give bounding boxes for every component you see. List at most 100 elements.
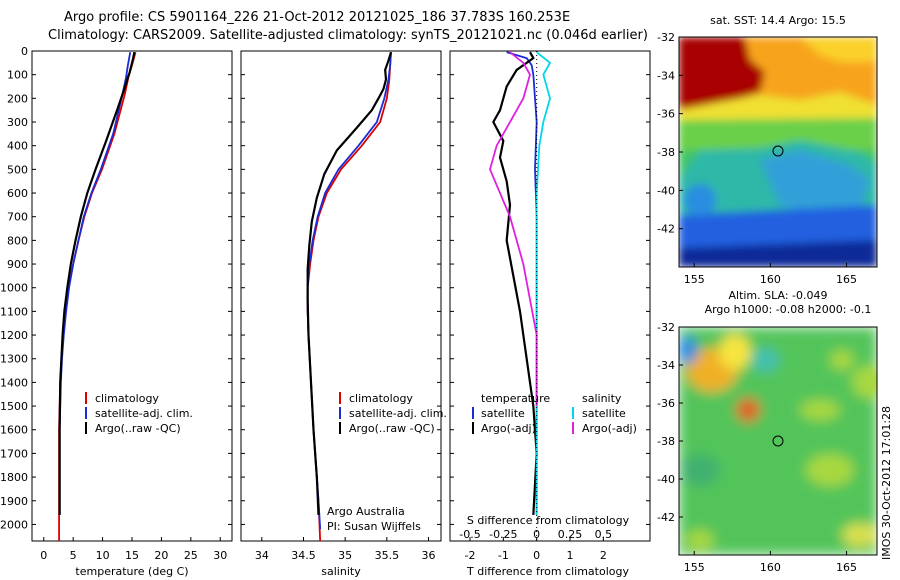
x-tick-label: 35 [338,549,352,562]
difference-panel [449,50,651,542]
legend-s-satellite: satellite [582,407,626,420]
sst-map [679,37,877,267]
depth-tick-label: 1900 [0,495,28,508]
depth-tick-label: 1500 [0,400,28,413]
salinity-legend: climatology satellite-adj. clim. Argo(..… [327,392,447,533]
legend-satellite-temp: satellite-adj. clim. [95,407,193,420]
series-line-2-2 [535,51,552,515]
map-y-tick-label: -38 [657,435,675,448]
depth-tick-label: 0 [21,45,28,58]
map-x-tick-label: 160 [760,273,781,286]
depth-tick-label: 1100 [0,305,28,318]
temperature-xlabel: temperature (deg C) [75,565,188,578]
legend-argo-temp: Argo(..raw -QC) [95,422,181,435]
sst-map-title: sat. SST: 14.4 Argo: 15.5 [710,14,846,27]
map-x-tick-label: 165 [836,561,857,574]
legend-climatology-temp: climatology [95,392,159,405]
map-y-tick-label: -40 [657,473,675,486]
depth-tick-label: 1800 [0,471,28,484]
map-y-tick-label: -38 [657,146,675,159]
x-tick-label: 15 [125,549,139,562]
credit-line-2: PI: Susan Wijffels [327,520,421,533]
x-tick-label: 0 [533,549,540,562]
x-tick-label: -2 [465,549,476,562]
x-tick-label: 25 [184,549,198,562]
depth-tick-label: 900 [7,258,28,271]
depth-tick-label: 700 [7,211,28,224]
x-top-tick-label: 0 [533,528,540,541]
x-tick-label: 30 [213,549,227,562]
depth-tick-label: 1700 [0,447,28,460]
series-line-2-3 [489,51,538,407]
x-tick-label: 1 [567,549,574,562]
x-top-tick-label: -0.5 [459,528,480,541]
figure-title-line-1: Argo profile: CS 5901164_226 21-Oct-2012… [64,10,571,25]
legend-satellite-sal: satellite-adj. clim. [349,407,447,420]
depth-tick-label: 100 [7,69,28,82]
map-y-tick-label: -42 [657,511,675,524]
depth-tick-label: 2000 [0,518,28,531]
x-tick-label: 36 [422,549,436,562]
x-tick-label: 10 [96,549,110,562]
map-x-tick-label: 165 [836,273,857,286]
legend-temperature-heading: temperature [481,392,550,405]
map-y-tick-label: -32 [657,31,675,44]
temperature-legend: climatology satellite-adj. clim. Argo(..… [85,392,193,435]
legend-argo-sal: Argo(..raw -QC) [349,422,435,435]
x-tick-label: 20 [154,549,168,562]
depth-tick-label: 1000 [0,282,28,295]
salinity-panel [240,50,442,542]
depth-tick-label: 600 [7,187,28,200]
series-line-0-2 [58,51,136,515]
s-difference-label: S difference from climatology [467,514,630,527]
depth-tick-label: 1600 [0,424,28,437]
map-y-tick-label: -36 [657,397,675,410]
credit-line-1: Argo Australia [327,505,405,518]
series-line-2-1 [492,51,538,516]
depth-tick-label: 1300 [0,353,28,366]
series-line-1-0 [306,52,392,542]
map-x-tick-label: 160 [760,561,781,574]
x-tick-label: 34.5 [291,549,316,562]
legend-s-argo: Argo(-adj) [582,422,637,435]
figure-title-line-2: Climatology: CARS2009. Satellite-adjuste… [48,28,648,43]
legend-t-satellite: satellite [481,407,525,420]
x-top-tick-label: -0.25 [489,528,517,541]
x-tick-label: 35.5 [375,549,400,562]
map-y-tick-label: -34 [657,69,675,82]
series-line-0-1 [58,52,132,515]
legend-salinity-heading: salinity [582,392,622,405]
map-y-tick-label: -42 [657,223,675,236]
sla-map-title-2: Argo h1000: -0.08 h2000: -0.1 [704,303,872,316]
depth-tick-label: 800 [7,234,28,247]
series-line-1-2 [306,51,393,516]
depth-tick-label: 1400 [0,376,28,389]
map-y-tick-label: -36 [657,108,675,121]
x-tick-label: -1 [498,549,509,562]
float-position-marker-sst [772,145,784,157]
depth-tick-label: 300 [7,116,28,129]
x-top-tick-label: 0.25 [558,528,583,541]
legend-t-argo: Argo(-adj) [481,422,536,435]
depth-tick-label: 1200 [0,329,28,342]
depth-axis: 0 100 200 300 400 500 600 700 800 900 1000 1100 1200… [0,45,650,531]
t-difference-xlabel: T difference from climatology [466,565,629,578]
sla-map-title-1: Altim. SLA: -0.049 [728,289,828,302]
legend-climatology-sal: climatology [349,392,413,405]
x-tick-label: 34 [255,549,269,562]
map-x-tick-label: 155 [684,561,705,574]
difference-legend: temperature satellite Argo(-adj) salinit… [472,392,637,435]
temperature-panel [31,50,233,542]
depth-tick-label: 200 [7,92,28,105]
depth-tick-label: 500 [7,163,28,176]
x-tick-label: 2 [600,549,607,562]
sla-map [679,327,877,555]
map-y-tick-label: -40 [657,184,675,197]
depth-tick-label: 400 [7,140,28,153]
x-tick-label: 0 [40,549,47,562]
salinity-xlabel: salinity [321,565,361,578]
map-y-tick-label: -34 [657,359,675,372]
map-y-tick-label: -32 [657,321,675,334]
x-top-tick-label: 0.5 [595,528,613,541]
